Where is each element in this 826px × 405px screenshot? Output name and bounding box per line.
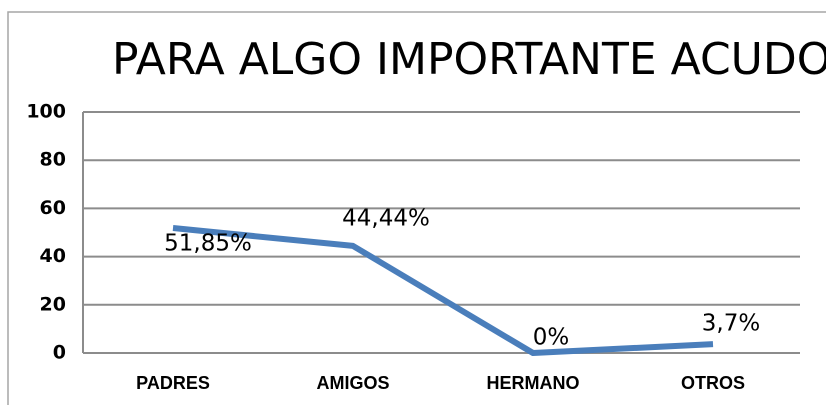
- x-tick-label: HERMANO: [487, 373, 580, 393]
- x-tick-label: PADRES: [136, 373, 210, 393]
- y-tick-label: 40: [40, 245, 66, 267]
- y-tick-label: 80: [40, 149, 66, 171]
- line-series: [172, 225, 714, 356]
- value-label: 3,7%: [702, 311, 760, 337]
- y-tick-label: 100: [26, 101, 66, 123]
- y-tick-label: 60: [40, 197, 66, 219]
- value-label: 51,85%: [164, 231, 252, 257]
- x-tick-label: OTROS: [681, 373, 745, 393]
- x-tick-label: AMIGOS: [316, 373, 389, 393]
- value-label: 44,44%: [342, 205, 430, 231]
- y-tick-label: 20: [40, 293, 66, 315]
- value-label: 0%: [533, 325, 570, 351]
- y-tick-label: 0: [53, 342, 66, 364]
- chart-title: PARA ALGO IMPORTANTE ACUDO: [112, 34, 826, 85]
